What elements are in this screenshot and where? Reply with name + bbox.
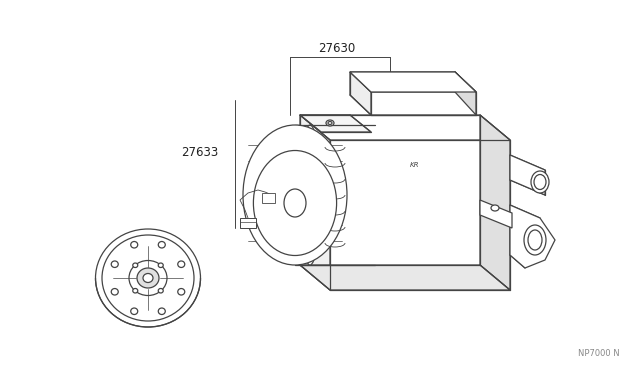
Bar bbox=[240, 218, 256, 228]
Polygon shape bbox=[300, 115, 510, 140]
Ellipse shape bbox=[178, 289, 185, 295]
Ellipse shape bbox=[528, 230, 542, 250]
Ellipse shape bbox=[158, 288, 163, 293]
Text: 27633: 27633 bbox=[181, 145, 219, 158]
Ellipse shape bbox=[282, 191, 308, 199]
Polygon shape bbox=[300, 115, 371, 132]
Ellipse shape bbox=[326, 120, 334, 126]
Ellipse shape bbox=[284, 189, 306, 217]
Ellipse shape bbox=[129, 260, 167, 295]
Ellipse shape bbox=[158, 241, 165, 248]
Polygon shape bbox=[510, 155, 545, 195]
Ellipse shape bbox=[524, 225, 546, 255]
Ellipse shape bbox=[531, 171, 549, 193]
Text: KR: KR bbox=[410, 162, 420, 168]
Ellipse shape bbox=[131, 241, 138, 248]
Ellipse shape bbox=[491, 205, 499, 211]
Text: 27630: 27630 bbox=[318, 42, 356, 55]
Ellipse shape bbox=[282, 191, 308, 199]
Ellipse shape bbox=[282, 191, 308, 199]
Polygon shape bbox=[262, 193, 275, 203]
Ellipse shape bbox=[178, 261, 185, 267]
Polygon shape bbox=[455, 72, 476, 115]
Ellipse shape bbox=[534, 174, 546, 189]
Ellipse shape bbox=[137, 268, 159, 288]
Ellipse shape bbox=[131, 308, 138, 314]
Ellipse shape bbox=[253, 151, 337, 256]
Polygon shape bbox=[350, 72, 371, 115]
Polygon shape bbox=[300, 265, 510, 290]
Ellipse shape bbox=[132, 288, 138, 293]
Ellipse shape bbox=[111, 289, 118, 295]
Polygon shape bbox=[480, 200, 512, 228]
Ellipse shape bbox=[132, 263, 138, 267]
Polygon shape bbox=[350, 72, 476, 92]
Ellipse shape bbox=[95, 229, 200, 327]
Ellipse shape bbox=[282, 191, 308, 199]
Ellipse shape bbox=[282, 191, 308, 199]
Ellipse shape bbox=[143, 273, 153, 282]
Polygon shape bbox=[480, 115, 510, 290]
Ellipse shape bbox=[158, 263, 163, 267]
Text: NP7000 N: NP7000 N bbox=[579, 349, 620, 358]
Ellipse shape bbox=[282, 191, 308, 199]
Polygon shape bbox=[350, 72, 476, 92]
Ellipse shape bbox=[111, 261, 118, 267]
Ellipse shape bbox=[282, 191, 308, 199]
Ellipse shape bbox=[328, 122, 332, 125]
Polygon shape bbox=[300, 115, 330, 290]
Polygon shape bbox=[510, 205, 555, 268]
Ellipse shape bbox=[243, 125, 347, 265]
Ellipse shape bbox=[300, 125, 321, 265]
Ellipse shape bbox=[158, 308, 165, 314]
